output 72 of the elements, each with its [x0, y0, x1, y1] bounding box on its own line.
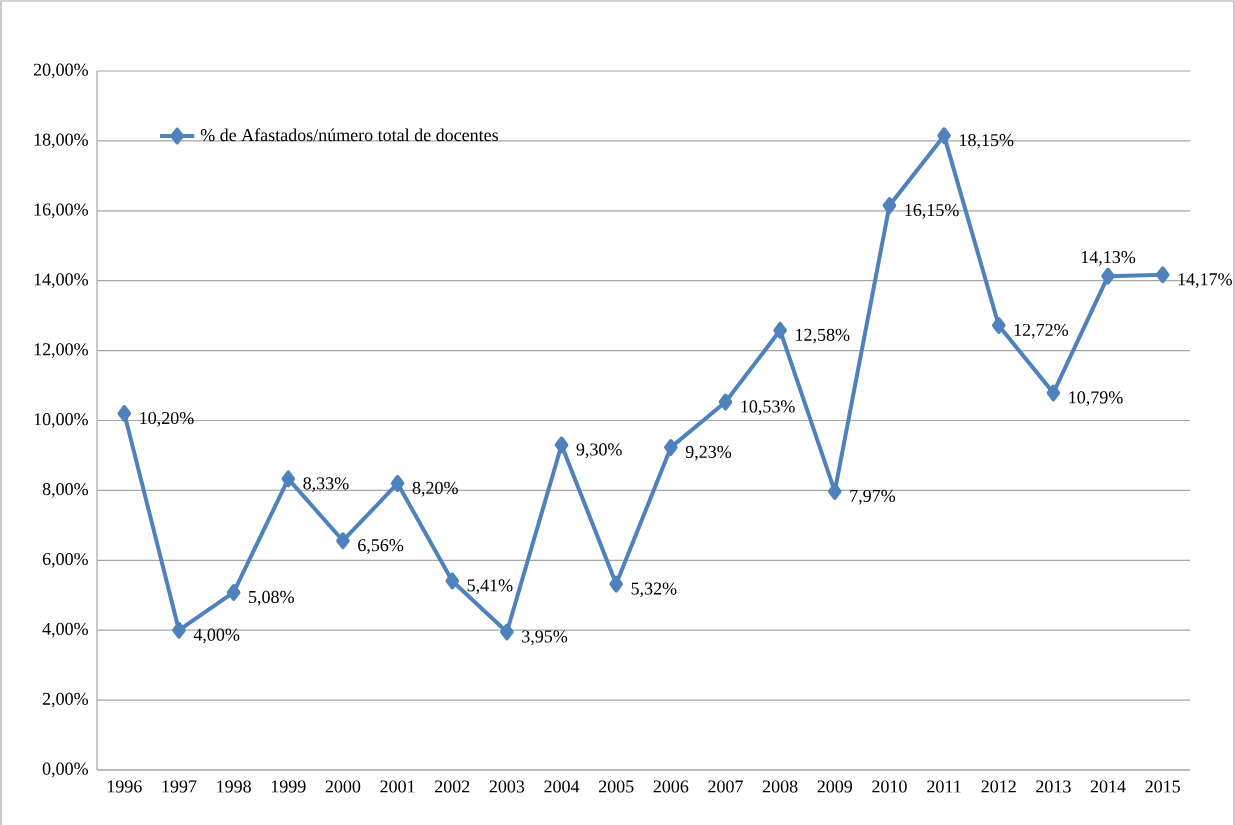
x-tick-label: 2012	[981, 780, 1016, 793]
y-tick-label: 0,00%	[42, 762, 89, 778]
x-tick-label: 2014	[1090, 780, 1126, 793]
x-tick-label: 2000	[325, 780, 361, 793]
point	[281, 470, 296, 488]
point	[1155, 266, 1170, 284]
point	[937, 127, 951, 145]
data-label: 6,56%	[358, 539, 404, 554]
y-tick-label: 12,00%	[34, 343, 89, 358]
point	[827, 483, 842, 500]
point	[172, 621, 186, 639]
y-tick-label: 10,00%	[34, 413, 89, 428]
x-tick-label: 2006	[653, 780, 689, 793]
x-tick-label: 2015	[1145, 780, 1180, 793]
data-label: 18,15%	[960, 134, 1014, 149]
point	[882, 197, 897, 214]
y-tick-label: 18,00%	[34, 133, 89, 149]
x-tick-label: 1999	[271, 780, 306, 793]
data-label: 3,95%	[522, 630, 568, 646]
y-tick-label: 14,00%	[34, 273, 89, 289]
x-tick-label: 2013	[1036, 780, 1071, 793]
data-label: 14,17%	[1178, 273, 1232, 288]
point	[773, 321, 787, 339]
y-tick-label: 16,00%	[34, 203, 89, 219]
y-tick-label: 6,00%	[42, 552, 89, 568]
x-tick-label: 1996	[107, 780, 142, 793]
point	[117, 405, 132, 422]
x-tick-label: 1997	[162, 780, 197, 793]
point	[991, 317, 1006, 334]
data-label: 8,20%	[412, 481, 458, 497]
data-label: 10,53%	[741, 400, 795, 416]
point	[718, 393, 733, 411]
x-tick-label: 2001	[380, 780, 415, 793]
x-tick-label: 2002	[435, 780, 470, 793]
point	[554, 436, 569, 454]
y-tick-label: 2,00%	[42, 692, 89, 708]
x-tick-label: 2005	[598, 780, 634, 793]
x-tick-label: 2010	[872, 780, 907, 793]
point	[390, 475, 405, 492]
point	[445, 572, 460, 590]
data-label: 9,30%	[576, 443, 622, 459]
y-tick-label: 8,00%	[42, 483, 89, 498]
x-tick-label: 2008	[762, 780, 798, 793]
point	[1046, 384, 1061, 402]
x-tick-label: 2011	[927, 780, 961, 793]
point	[500, 623, 514, 641]
x-tick-label: 1998	[217, 780, 251, 793]
point	[226, 584, 241, 601]
x-tick-label: 2009	[817, 780, 853, 793]
data-label: 5,08%	[249, 590, 294, 606]
point	[336, 532, 350, 550]
data-label: 10,20%	[140, 411, 194, 427]
data-label: 12,58%	[796, 328, 850, 344]
x-tick-label: 2003	[489, 780, 525, 793]
y-tick-label: 20,00%	[33, 63, 89, 79]
y-tick-label: 4,00%	[42, 622, 89, 638]
x-tick-label: 2007	[708, 780, 743, 793]
point	[1101, 267, 1115, 285]
x-tick-label: 2004	[544, 780, 580, 793]
data-label: 5,41%	[467, 579, 513, 595]
data-label: 7,97%	[850, 489, 896, 505]
data-label: 9,23%	[685, 445, 732, 461]
data-label: 10,79%	[1069, 391, 1123, 407]
data-label: 16,15%	[905, 203, 959, 219]
data-label: 12,72%	[1014, 323, 1069, 339]
legend-label: % de Afastados/número total de docentes	[200, 128, 499, 142]
point	[664, 439, 678, 456]
data-label: 8,33%	[303, 477, 349, 492]
data-label: 5,32%	[631, 582, 677, 598]
data-label: 4,00%	[193, 628, 240, 644]
point	[609, 575, 623, 593]
data-label: 14,13%	[1081, 251, 1136, 266]
